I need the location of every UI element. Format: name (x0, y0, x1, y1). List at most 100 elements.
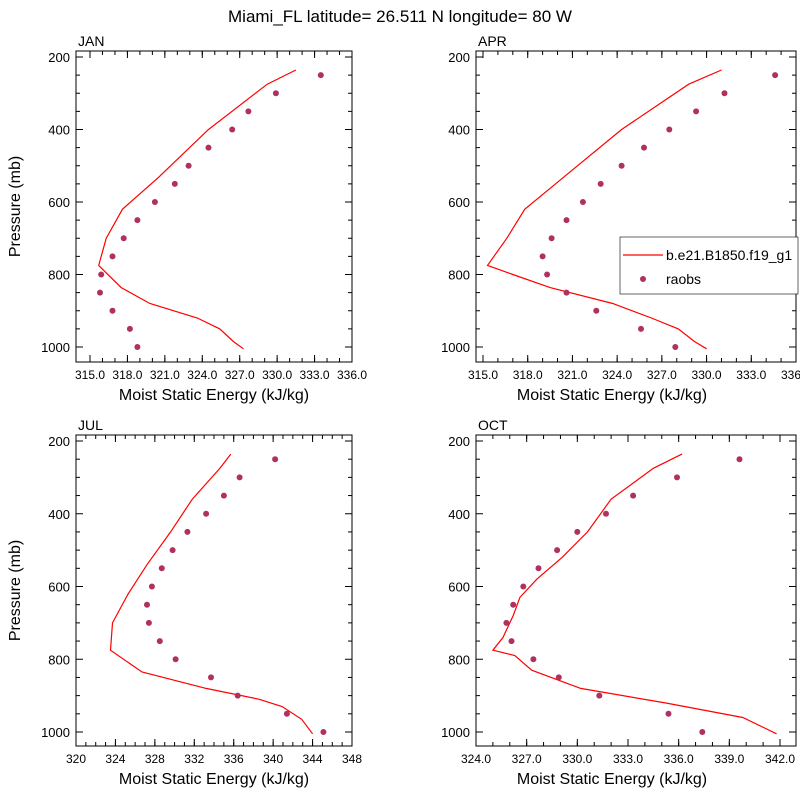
obs-point (641, 144, 647, 151)
x-tick-label: 330.0 (562, 752, 592, 766)
obs-point (234, 692, 241, 699)
obs-point (574, 528, 581, 535)
plot-frame (75, 50, 353, 363)
obs-point (203, 510, 210, 517)
obs-point (672, 344, 679, 350)
y-tick-label: 400 (448, 123, 470, 138)
x-tick-label: 320 (66, 752, 86, 766)
obs-point (156, 638, 163, 645)
y-tick-label: 1000 (41, 725, 70, 740)
obs-point (126, 325, 133, 332)
obs-point (185, 162, 192, 169)
panel-jan: JAN 200 400 600 800 1000 315.0 318.0 321.0 324.0 3… (7, 33, 367, 404)
panels: JAN 200 400 600 800 1000 315.0 318.0 321.0 324.0 3… (7, 33, 800, 788)
x-tick-label: 327.0 (225, 368, 255, 382)
obs-point (618, 162, 625, 169)
y-tick-label: 1000 (441, 340, 470, 355)
y-tick-label: 400 (48, 123, 70, 138)
obs-point (272, 456, 279, 463)
x-tick-label: 332 (184, 752, 204, 766)
obs-point (98, 271, 105, 278)
x-axis-label: Moist Static Energy (kJ/kg) (517, 771, 707, 788)
x-axis-label: Moist Static Energy (kJ/kg) (517, 387, 707, 404)
x-tick-label: 336.0 (781, 368, 800, 382)
obs-point (563, 289, 570, 296)
panel-jul: JUL 200 400 600 800 1000 320 324 328 332 336 340 344… (7, 417, 362, 788)
obs-point (535, 565, 542, 572)
obs-point (593, 307, 600, 314)
obs-point (597, 180, 604, 187)
x-tick-label: 318.0 (513, 368, 543, 382)
x-tick-label: 348 (342, 752, 362, 766)
obs-point (721, 90, 728, 97)
y-tick-label: 600 (48, 580, 70, 595)
obs-point (171, 180, 178, 187)
obs-point (148, 583, 155, 590)
obs-point (503, 619, 510, 626)
obs-point (555, 674, 562, 681)
obs-point (530, 656, 537, 663)
y-axis-label: Pressure (mb) (7, 540, 24, 641)
y-tick-label: 400 (48, 507, 70, 522)
obs-point (603, 510, 609, 517)
obs-point (544, 271, 551, 278)
x-tick-label: 336.0 (337, 368, 367, 382)
obs-point (109, 307, 116, 314)
x-tick-label: 327.0 (512, 752, 542, 766)
figure-title: Miami_FL latitude= 26.511 N longitude= 8… (228, 7, 572, 26)
panel-title: JUL (78, 417, 103, 433)
x-tick-label: 324.0 (187, 368, 217, 382)
obs-point (283, 710, 290, 717)
obs-point (245, 108, 252, 115)
y-tick-label: 600 (448, 580, 470, 595)
y-tick-label: 800 (48, 652, 70, 667)
panel-title: OCT (478, 417, 508, 433)
x-tick-label: 315.0 (468, 368, 498, 382)
obs-point (120, 235, 127, 242)
x-tick-label: 342.0 (765, 752, 795, 766)
panel-title: JAN (78, 33, 104, 49)
legend-label-model: b.e21.B1850.f19_g1 (666, 247, 792, 263)
y-tick-label: 800 (448, 268, 470, 283)
x-tick-label: 328 (145, 752, 165, 766)
obs-point (236, 474, 243, 481)
x-tick-label: 315.0 (75, 368, 105, 382)
obs-point (272, 90, 279, 97)
obs-point (172, 656, 179, 663)
x-tick-label: 336.0 (664, 752, 694, 766)
obs-point (596, 692, 603, 699)
obs-point (184, 528, 191, 535)
obs-point (144, 601, 150, 608)
obs-point (666, 126, 673, 133)
y-tick-label: 600 (48, 195, 70, 210)
obs-point (539, 253, 546, 260)
x-tick-label: 324.0 (461, 752, 491, 766)
x-tick-label: 324 (105, 752, 125, 766)
y-tick-label: 800 (48, 268, 70, 283)
x-tick-label: 327.0 (647, 368, 677, 382)
x-tick-label: 321.0 (557, 368, 587, 382)
y-tick-label: 200 (48, 50, 70, 65)
obs-point (205, 144, 212, 151)
panel-title: APR (478, 33, 507, 49)
obs-point (169, 547, 176, 554)
obs-point (151, 199, 158, 205)
x-tick-label: 336 (224, 752, 244, 766)
x-tick-label: 333.0 (613, 752, 643, 766)
obs-point (158, 565, 165, 572)
obs-point (229, 126, 236, 133)
obs-point (699, 729, 706, 735)
obs-point (638, 325, 644, 332)
panel-apr: APR 200 400 600 800 1000 315.0 318.0 321.0 324.0 3… (441, 33, 800, 404)
y-axis-label: Pressure (mb) (7, 156, 24, 257)
legend-label-obs: raobs (666, 271, 701, 287)
obs-point (736, 456, 743, 463)
y-tick-label: 200 (448, 434, 470, 449)
obs-point (134, 344, 141, 350)
obs-point (520, 583, 527, 590)
obs-point (665, 710, 672, 717)
plot-frame (75, 434, 353, 747)
series-line-model (109, 453, 314, 735)
series-line-model (491, 453, 777, 735)
